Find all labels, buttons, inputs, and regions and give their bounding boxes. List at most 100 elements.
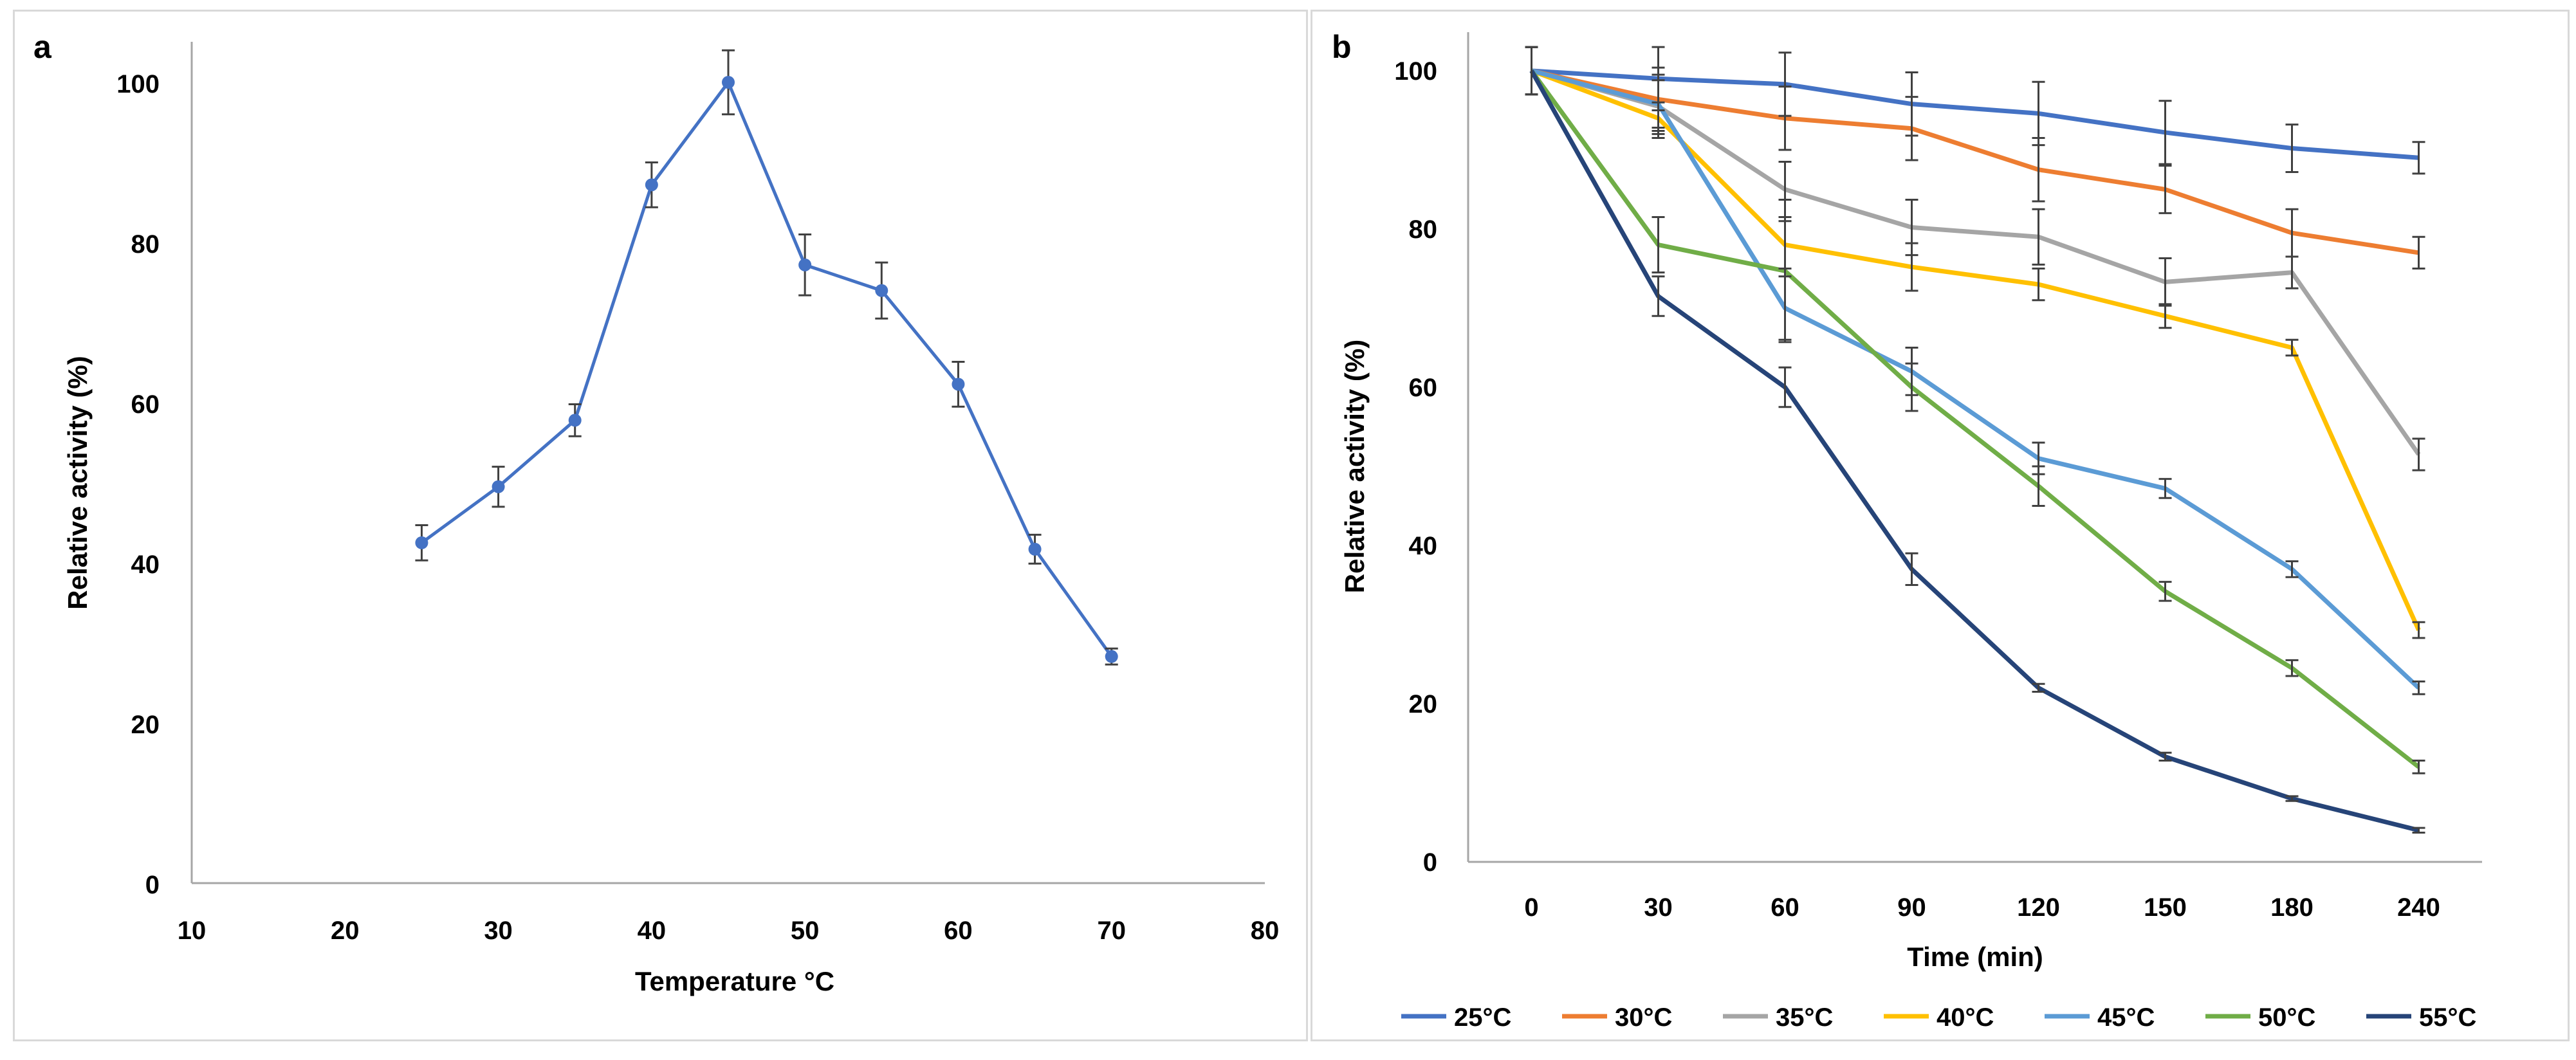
legend-label: 30°C (1615, 1003, 1672, 1032)
panel-a-x-tick-label: 40 (638, 917, 667, 945)
panel-b-error-bar (1651, 79, 1665, 129)
panel-b-x-tick-label: 90 (1897, 893, 1926, 922)
panel-a-x-tick-label: 10 (178, 917, 207, 945)
panel-b-error-bar (2032, 137, 2045, 203)
panel-a-y-tick-label: 80 (131, 230, 160, 259)
panel-a-label: a (33, 29, 52, 65)
panel-a-data-point (645, 178, 658, 192)
panel-a-data-point (492, 480, 505, 493)
panel-b-error-bar (2158, 303, 2172, 329)
panel-b-legend-item: 30°C (1562, 1003, 1672, 1032)
panel-b-legend-item: 45°C (2045, 1003, 2155, 1032)
panel-b-x-tick-label: 0 (1524, 893, 1538, 922)
panel-a-y-tick-label: 40 (131, 551, 160, 579)
panel-b-y-axis-title: Relative activity (%) (1339, 340, 1370, 594)
panel-b-error-bar (2158, 165, 2172, 214)
panel-b-error-bar (2032, 268, 2045, 302)
panel-b-error-bar (1651, 216, 1665, 274)
legend-label: 25°C (1454, 1003, 1511, 1032)
panel-b-error-bar (2285, 123, 2299, 173)
panel-b-error-bar (1525, 46, 1538, 96)
panel-b-legend-item: 55°C (2366, 1003, 2476, 1032)
legend-label: 55°C (2419, 1003, 2476, 1032)
panel-a-y-tick-label: 0 (145, 871, 160, 899)
panel-b-error-bar (2285, 338, 2299, 357)
legend-label: 40°C (1937, 1003, 1994, 1032)
panel-b-error-bar (1778, 198, 1792, 343)
panel-b-frame (1311, 10, 2570, 1041)
panel-b-series-line (1529, 69, 2420, 833)
panel-b-legend-item: 50°C (2205, 1003, 2315, 1032)
panel-b-label: b (1332, 29, 1352, 65)
panel-b-x-tick-label: 180 (2270, 893, 2314, 922)
panel-b-series-line (1531, 68, 2420, 690)
panel-b-error-bar (1778, 366, 1792, 408)
panel-a-x-tick-label: 80 (1251, 917, 1280, 945)
panel-b-error-bar (2032, 465, 2045, 507)
panel-b-x-tick-label: 240 (2397, 893, 2440, 922)
panel-b-series-line (1531, 68, 2420, 255)
panel-b-y-tick-label: 80 (1409, 215, 1438, 244)
panel-b-error-bar (2285, 659, 2299, 677)
panel-b-series-line (1531, 68, 2421, 456)
panel-b-y-tick-label: 20 (1409, 690, 1438, 718)
panel-b-error-bar (2285, 255, 2299, 289)
panel-b-series-line (1531, 68, 2421, 632)
legend-label: 50°C (2258, 1003, 2315, 1032)
panel-b-series-line (1531, 68, 2419, 160)
panel-b-error-bar (2412, 437, 2425, 471)
panel-b-y-tick-label: 0 (1423, 848, 1437, 877)
panel-b-x-tick-label: 30 (1644, 893, 1673, 922)
panel-b-error-bar (2158, 100, 2172, 165)
panel-b-error-bar (2412, 760, 2425, 774)
panel-b-error-bar (1651, 275, 1665, 317)
panel-a-x-tick-label: 20 (331, 917, 360, 945)
panel-a-y-tick-label: 100 (116, 70, 160, 98)
panel-b-error-bar (1778, 86, 1792, 151)
panel-b-x-axis-title: Time (min) (1907, 942, 2043, 972)
panel-a-x-tick-label: 60 (944, 917, 973, 945)
panel-b-x-tick-label: 150 (2144, 893, 2187, 922)
panel-b-error-bar (2412, 681, 2425, 695)
panel-a-frame (13, 10, 1308, 1041)
panel-a-x-tick-label: 50 (791, 917, 820, 945)
panel-b-error-bar (2285, 560, 2299, 578)
panel-b-error-bar (1905, 362, 1918, 412)
panel-b-error-bar (2032, 682, 2045, 693)
panel-a-y-axis-title: Relative activity (%) (62, 356, 93, 610)
panel-b-error-bar (2412, 141, 2425, 175)
panel-b-legend-item: 35°C (1723, 1003, 1833, 1032)
panel-a-data-point (415, 536, 428, 549)
panel-a-data-point (875, 284, 888, 297)
panel-a-data-point (1028, 542, 1042, 556)
panel-a-data-point (568, 414, 582, 427)
panel-b-error-bar (2158, 581, 2172, 602)
panel-b-error-bar (2412, 621, 2425, 639)
panel-a-x-tick-label: 70 (1097, 917, 1126, 945)
legend-label: 45°C (2097, 1003, 2155, 1032)
panel-b-x-tick-label: 120 (2017, 893, 2060, 922)
panel-b-error-bar (1905, 552, 1918, 586)
panel-b-error-bar (2032, 208, 2045, 266)
panel-a-x-axis-title: Temperature °C (635, 966, 834, 996)
panel-b-legend-item: 40°C (1884, 1003, 1994, 1032)
panel-b-error-bar (2412, 827, 2425, 834)
panel-a-data-point (798, 258, 812, 271)
panel-a-y-tick-label: 20 (131, 711, 160, 739)
panel-b-y-tick-label: 40 (1409, 532, 1438, 560)
panel-b-error-bar (2285, 795, 2299, 802)
panel-a-x-tick-label: 30 (484, 917, 513, 945)
legend-label: 35°C (1776, 1003, 1833, 1032)
panel-a-series-line (420, 80, 1113, 658)
panel-b-x-tick-label: 60 (1771, 893, 1799, 922)
panel-a-data-point (722, 76, 735, 89)
panel-b-y-tick-label: 60 (1409, 374, 1438, 402)
panel-a-y-tick-label: 60 (131, 390, 160, 419)
panel-b-error-bar (1905, 96, 1918, 161)
panel-b-error-bar (1905, 242, 1918, 292)
panel-b-legend-item: 25°C (1401, 1003, 1511, 1032)
panel-b-error-bar (2158, 478, 2172, 499)
panel-a-data-point (1105, 650, 1118, 663)
